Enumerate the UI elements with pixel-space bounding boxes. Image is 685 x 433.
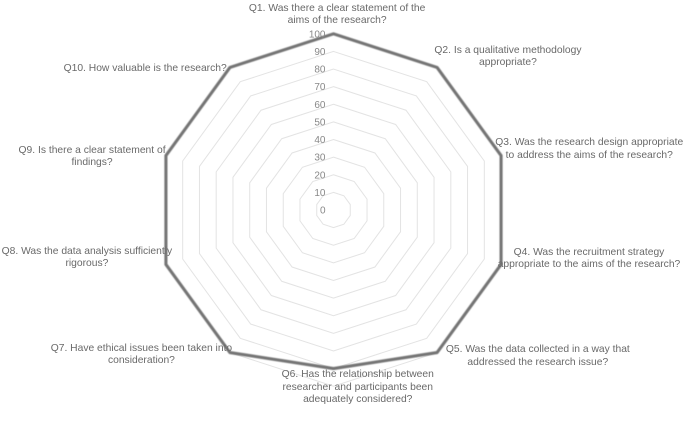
svg-text:30: 30 bbox=[314, 153, 326, 164]
svg-text:50: 50 bbox=[314, 117, 326, 128]
svg-text:20: 20 bbox=[314, 170, 326, 181]
svg-text:70: 70 bbox=[314, 82, 326, 93]
svg-text:80: 80 bbox=[314, 65, 326, 76]
svg-text:60: 60 bbox=[314, 100, 326, 111]
svg-text:90: 90 bbox=[314, 47, 326, 58]
svg-text:40: 40 bbox=[314, 135, 326, 146]
svg-text:100: 100 bbox=[309, 29, 326, 40]
svg-text:10: 10 bbox=[314, 188, 326, 199]
svg-text:0: 0 bbox=[320, 206, 326, 217]
